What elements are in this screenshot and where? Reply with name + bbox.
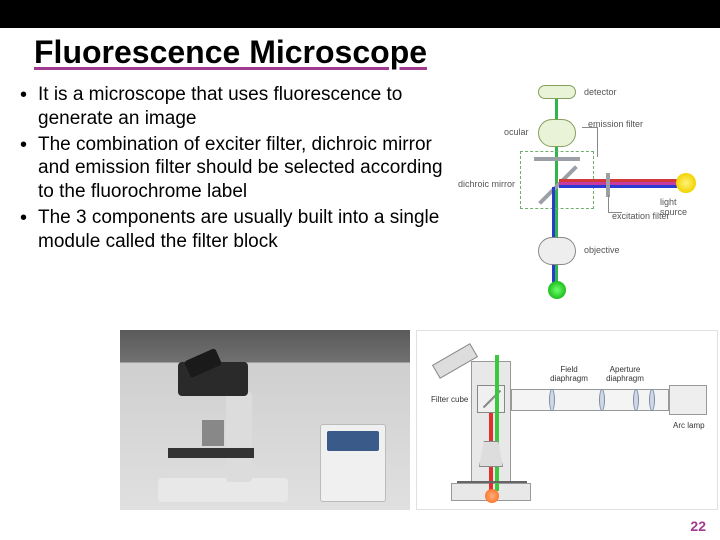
- objective-label: objective: [584, 245, 620, 255]
- sample-spot: [485, 489, 499, 503]
- collector-lens-2: [649, 389, 655, 411]
- page-number: 22: [690, 518, 706, 534]
- header-bar: [0, 0, 720, 28]
- excitation-filter-shape: [606, 173, 610, 197]
- objective-shape: [538, 237, 576, 265]
- sample-dot: [548, 281, 566, 299]
- light-source-label: light source: [660, 197, 704, 217]
- microscope-photo: [120, 330, 410, 510]
- scope-stage: [168, 448, 254, 458]
- field-diaphragm-label: Field diaphragm: [545, 365, 593, 383]
- epifluorescence-schematic: Filter cube Field diaphragm Aperture dia…: [416, 330, 718, 510]
- scope-eyepiece: [184, 348, 222, 378]
- detector-label: detector: [584, 87, 617, 97]
- power-panel: [327, 431, 379, 451]
- emission-beam-green: [495, 355, 499, 491]
- field-lens: [549, 389, 555, 411]
- bullet-item: The combination of exciter filter, dichr…: [18, 133, 448, 204]
- microscope-illustration: [158, 362, 278, 502]
- bullet-item: The 3 components are usually built into …: [18, 206, 448, 254]
- filter-cube-label: Filter cube: [431, 395, 468, 404]
- aperture-diaphragm-label: Aperture diaphragm: [599, 365, 651, 383]
- dichroic-mirror-label: dichroic mirror: [458, 179, 515, 189]
- filter-cube-shape: [477, 385, 505, 413]
- bullet-list: It is a microscope that uses fluorescenc…: [18, 83, 448, 301]
- light-source-bulb: [676, 173, 696, 193]
- content-row: It is a microscope that uses fluorescenc…: [0, 75, 720, 301]
- right-column: detector ocular emission filter dichroic…: [448, 83, 708, 301]
- power-supply-box: [320, 424, 386, 502]
- arc-lamp-label: Arc lamp: [673, 421, 705, 430]
- aperture-lens: [599, 389, 605, 411]
- scope-base: [158, 478, 288, 502]
- lower-image-row: Filter cube Field diaphragm Aperture dia…: [0, 330, 720, 514]
- arc-lamp-housing: [669, 385, 707, 415]
- detector-shape: [538, 85, 576, 99]
- beam-blue: [559, 185, 677, 188]
- stage-line: [457, 481, 527, 483]
- ocular-shape: [538, 119, 576, 147]
- slide-title: Fluorescence Microscope: [0, 28, 720, 75]
- fluorescence-path-diagram: detector ocular emission filter dichroic…: [454, 83, 704, 301]
- scope-arm: [226, 392, 252, 482]
- excitation-filter-leader: [608, 195, 622, 213]
- collector-lens-1: [633, 389, 639, 411]
- ocular-label: ocular: [504, 127, 529, 137]
- excitation-beam: [552, 187, 555, 285]
- illumination-tube: [511, 389, 669, 411]
- scope-objective: [202, 420, 224, 446]
- bullet-item: It is a microscope that uses fluorescenc…: [18, 83, 448, 131]
- scope-head: [178, 362, 248, 396]
